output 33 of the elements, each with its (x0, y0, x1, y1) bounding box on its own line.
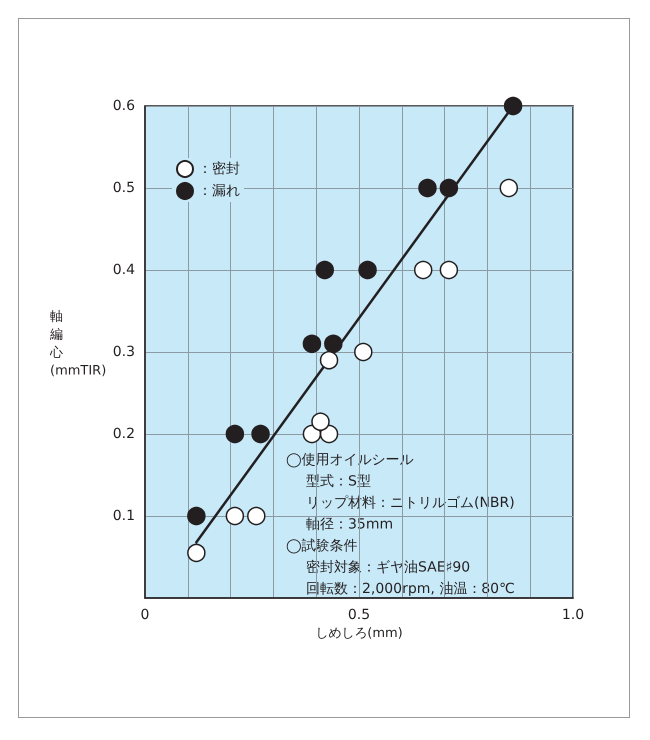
point (440, 260, 458, 280)
point (316, 260, 334, 280)
x-tick-label: 1.0 (562, 607, 584, 623)
point (324, 334, 343, 354)
point (320, 350, 338, 370)
point (414, 260, 432, 280)
y-tick-label: 0.2 (112, 426, 135, 442)
y-tick-label: 0.6 (112, 98, 136, 114)
y-tick-label: 0.4 (112, 262, 136, 278)
point (187, 506, 206, 526)
point (354, 342, 373, 362)
point (500, 178, 518, 198)
point (226, 506, 244, 526)
y-tick-label: 0.1 (112, 508, 135, 524)
point (320, 424, 338, 444)
point (358, 260, 377, 280)
point (440, 178, 458, 198)
point (226, 424, 244, 444)
x-tick-label: 0 (140, 607, 150, 623)
point (418, 178, 437, 198)
y-axis-title: 軸編心(mmTIR) (49, 310, 106, 378)
point (302, 334, 322, 354)
point (247, 506, 266, 526)
point (504, 96, 522, 116)
legend-label: ：密封 (198, 161, 240, 177)
point (251, 424, 270, 444)
legend-label: ：漏れ (198, 183, 240, 199)
point (311, 412, 330, 431)
x-tick-label: 0.5 (348, 607, 370, 623)
y-tick-label: 0.5 (112, 180, 135, 196)
x-axis-title: しめしろ(mm) (315, 626, 403, 641)
y-tick-label: 0.3 (112, 344, 135, 360)
point (187, 544, 206, 562)
